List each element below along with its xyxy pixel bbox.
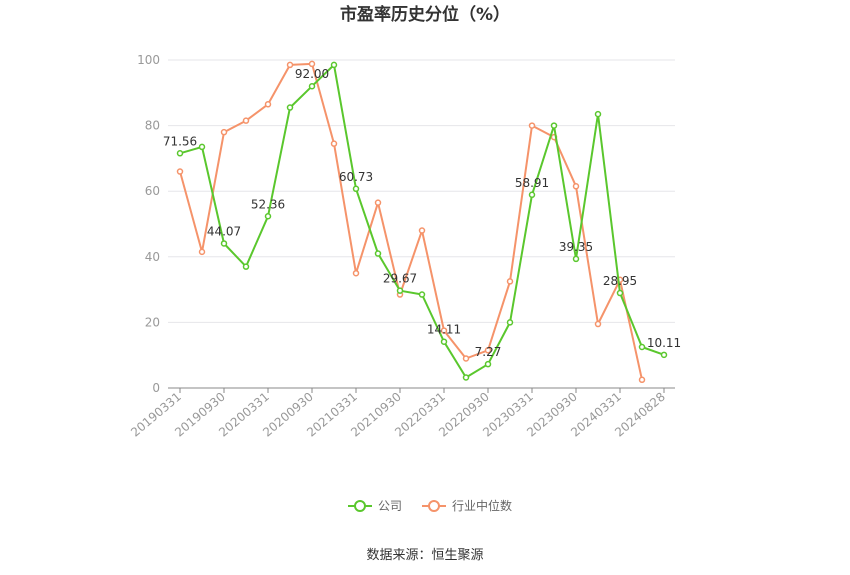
data-point <box>506 278 514 285</box>
legend-item[interactable]: 行业中位数 <box>422 498 512 513</box>
legend-marker <box>354 500 366 512</box>
x-axis: 2019033120190930202003312020093020210331… <box>128 387 675 440</box>
data-point <box>220 128 228 136</box>
data-point <box>616 289 624 297</box>
data-point <box>352 269 360 277</box>
data-label: 29.67 <box>383 272 417 286</box>
chart-title: 市盈率历史分位（%） <box>340 4 510 25</box>
data-point <box>638 376 646 384</box>
data-point <box>484 347 492 354</box>
data-point <box>594 320 602 328</box>
data-label: 28.95 <box>603 274 637 288</box>
data-point <box>198 248 206 256</box>
data-label: 60.73 <box>339 170 373 184</box>
data-label: 10.11 <box>647 336 681 350</box>
data-label: 92.00 <box>295 67 329 81</box>
data-label: 7.27 <box>475 345 502 359</box>
data-point <box>330 61 338 69</box>
y-axis: 0 20 40 60 80 100 <box>137 53 160 395</box>
y-tick-label: 0 <box>152 381 160 395</box>
data-point <box>572 255 580 263</box>
data-point <box>506 319 514 326</box>
data-point <box>176 150 184 157</box>
data-point <box>418 227 426 234</box>
data-point <box>220 240 228 247</box>
data-point <box>594 110 602 118</box>
data-point <box>462 374 470 381</box>
series-line-0 <box>179 63 665 379</box>
data-label: 58.91 <box>515 176 549 190</box>
data-label: 14.11 <box>427 323 461 337</box>
data-point <box>198 143 206 151</box>
data-point <box>264 101 272 108</box>
y-tick-label: 20 <box>145 315 160 329</box>
y-tick-label: 80 <box>145 119 160 133</box>
data-point <box>462 355 470 362</box>
series-layer <box>176 60 668 384</box>
data-point <box>440 338 448 345</box>
series-line-1 <box>179 62 643 381</box>
data-point <box>638 343 646 351</box>
data-point <box>374 250 382 257</box>
data-label: 52.36 <box>251 197 285 211</box>
data-labels: 71.56 44.07 52.36 92.00 60.73 29.67 14.11 7.27 5… <box>163 67 681 359</box>
data-point <box>528 122 536 129</box>
legend-label: 公司 <box>378 499 402 513</box>
data-point <box>286 104 294 111</box>
y-tick-label: 60 <box>145 184 160 198</box>
legend-item[interactable]: 公司 <box>348 499 402 513</box>
data-point <box>418 291 426 298</box>
data-point <box>484 360 492 368</box>
data-point <box>440 327 448 334</box>
y-tick-label: 40 <box>145 250 160 264</box>
data-point <box>286 61 294 69</box>
data-point <box>242 263 250 270</box>
data-point <box>550 122 558 129</box>
legend-label: 行业中位数 <box>452 498 512 513</box>
data-point <box>176 168 184 175</box>
grid-lines <box>168 59 675 323</box>
data-point <box>374 199 382 206</box>
data-point <box>308 60 316 68</box>
data-point <box>264 213 272 220</box>
data-label: 39.35 <box>559 240 593 254</box>
data-point <box>308 82 316 90</box>
data-source: 数据来源：恒生聚源 <box>366 548 483 563</box>
data-point <box>572 183 580 190</box>
data-point <box>352 185 360 193</box>
y-tick-label: 100 <box>137 53 160 67</box>
legend-marker <box>428 500 440 512</box>
data-label: 44.07 <box>207 224 241 238</box>
data-point <box>396 287 404 294</box>
data-point <box>528 191 536 199</box>
data-point <box>660 351 668 359</box>
data-point <box>242 117 250 124</box>
data-label: 71.56 <box>163 134 197 148</box>
legend[interactable]: 公司 行业中位数 <box>348 498 512 513</box>
data-point <box>330 140 338 147</box>
